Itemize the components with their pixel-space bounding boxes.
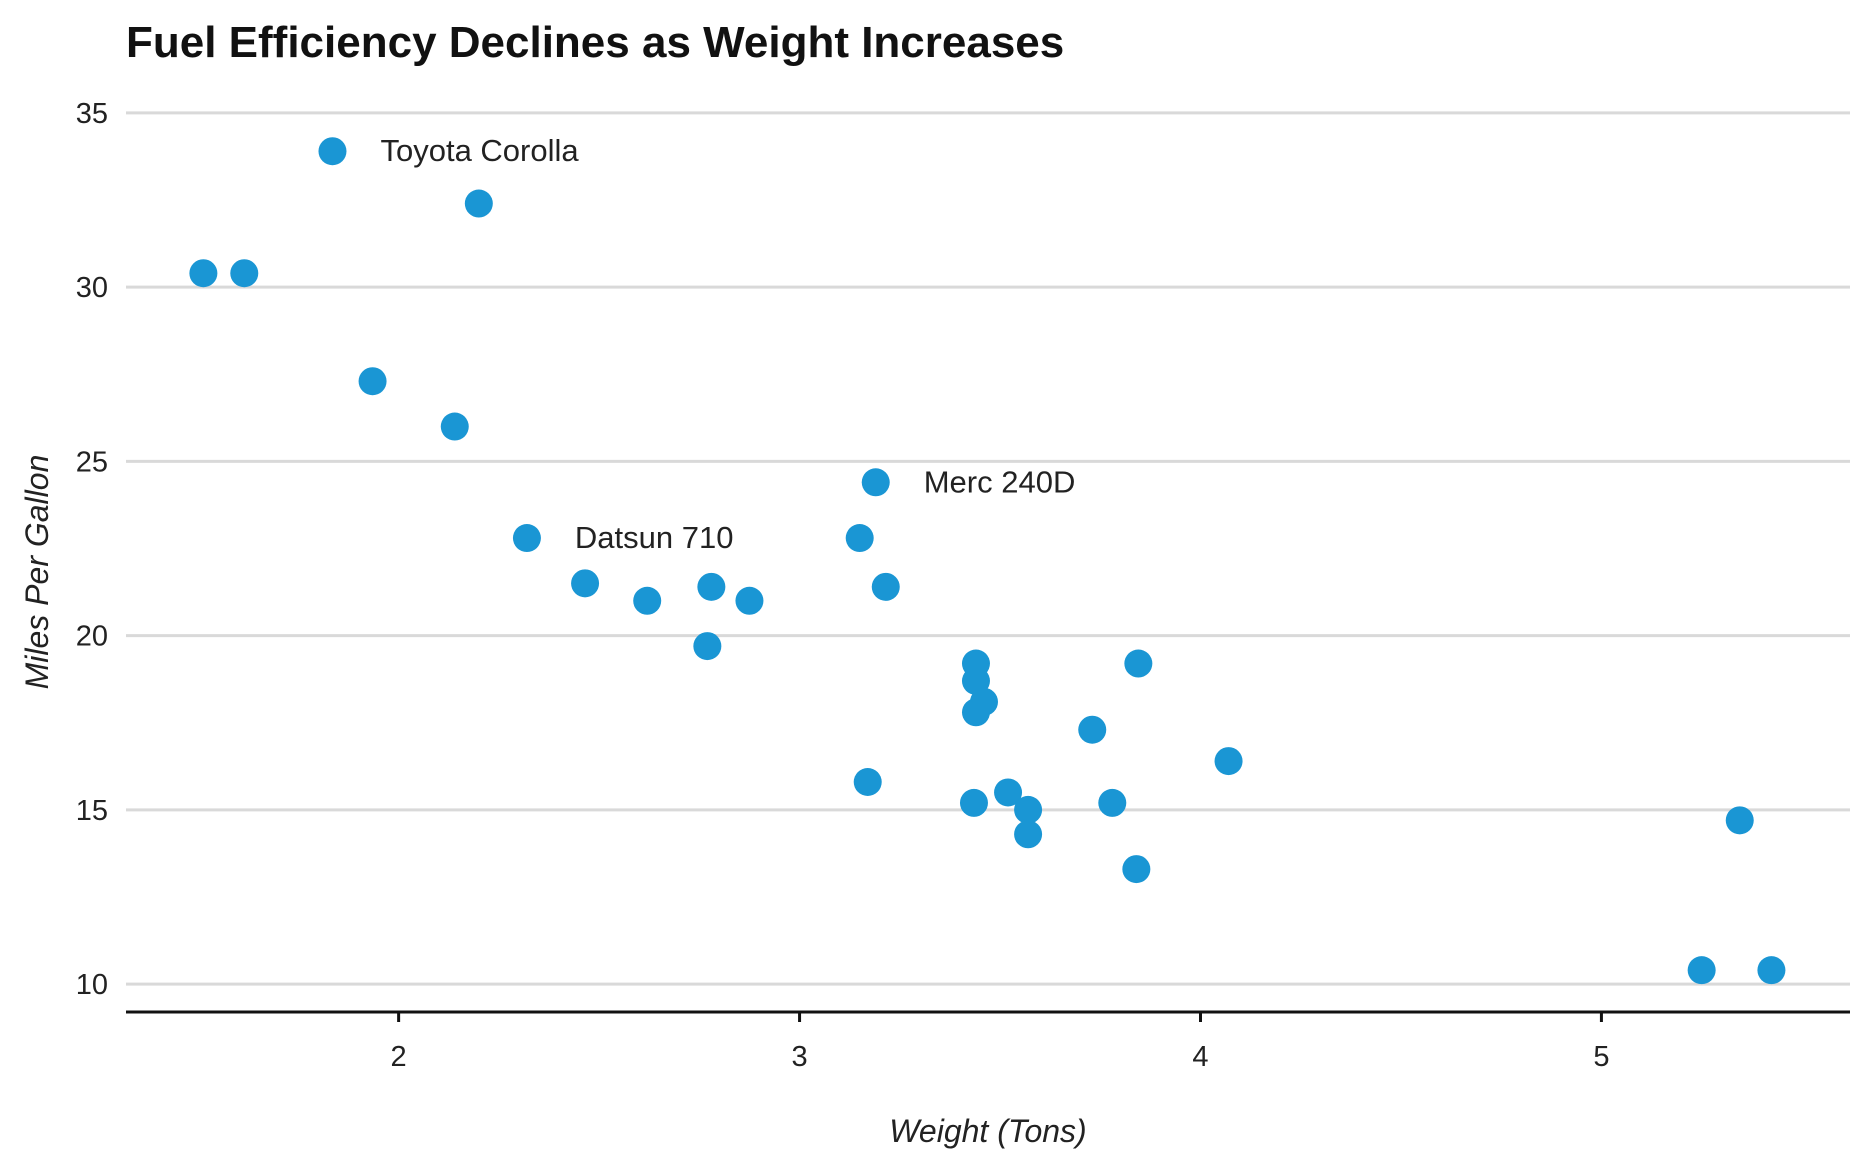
y-tick-label: 30 (76, 272, 108, 304)
data-point (853, 768, 882, 796)
x-tick-label: 2 (391, 1041, 407, 1073)
point-label: Toyota Corolla (380, 133, 579, 168)
data-point (871, 572, 900, 601)
data-point (1725, 806, 1754, 835)
y-tick-label: 15 (76, 795, 108, 827)
axes: 10 15 20 25 30 35 2 3 4 5 (76, 98, 1850, 1073)
data-point (697, 572, 726, 601)
y-tick-label: 10 (76, 969, 108, 1001)
data-point (1014, 820, 1043, 849)
data-point (1098, 788, 1127, 817)
data-point (735, 586, 764, 615)
data-point (571, 569, 600, 598)
x-axis-title: Weight (Tons) (889, 1113, 1086, 1149)
data-point (961, 649, 990, 678)
y-axis-title: Miles Per Gallon (19, 455, 55, 690)
data-point (189, 259, 218, 288)
data-point (1124, 649, 1153, 678)
data-point (358, 367, 387, 396)
y-tick-label: 25 (76, 446, 108, 478)
gridlines (126, 111, 1850, 986)
point-label: Merc 240D (924, 464, 1076, 499)
data-point (230, 259, 259, 288)
x-tick-label: 5 (1593, 1041, 1609, 1073)
point-labels: Datsun 710 Merc 240D Toyota Corolla (380, 133, 1075, 555)
data-point (464, 189, 493, 218)
data-point (994, 778, 1023, 807)
data-point (318, 137, 347, 166)
data-point (1214, 747, 1243, 776)
data-points (189, 137, 1786, 985)
data-point (961, 698, 990, 727)
data-point (1687, 956, 1716, 985)
data-point (845, 524, 874, 553)
y-tick-label: 20 (76, 621, 108, 653)
point-label: Datsun 710 (575, 520, 734, 555)
data-point (1757, 956, 1786, 985)
data-point (1014, 795, 1043, 824)
y-tick-label: 35 (76, 98, 108, 130)
x-tick-label: 3 (791, 1041, 807, 1073)
data-point (633, 586, 662, 615)
data-point (959, 788, 988, 817)
data-point (1078, 715, 1107, 744)
data-point (512, 524, 541, 553)
x-tick-label: 4 (1192, 1041, 1208, 1073)
data-point (693, 632, 722, 661)
data-point (1122, 855, 1151, 884)
data-point (861, 468, 890, 497)
data-point (440, 412, 469, 441)
chart-title: Fuel Efficiency Declines as Weight Incre… (126, 18, 1065, 67)
